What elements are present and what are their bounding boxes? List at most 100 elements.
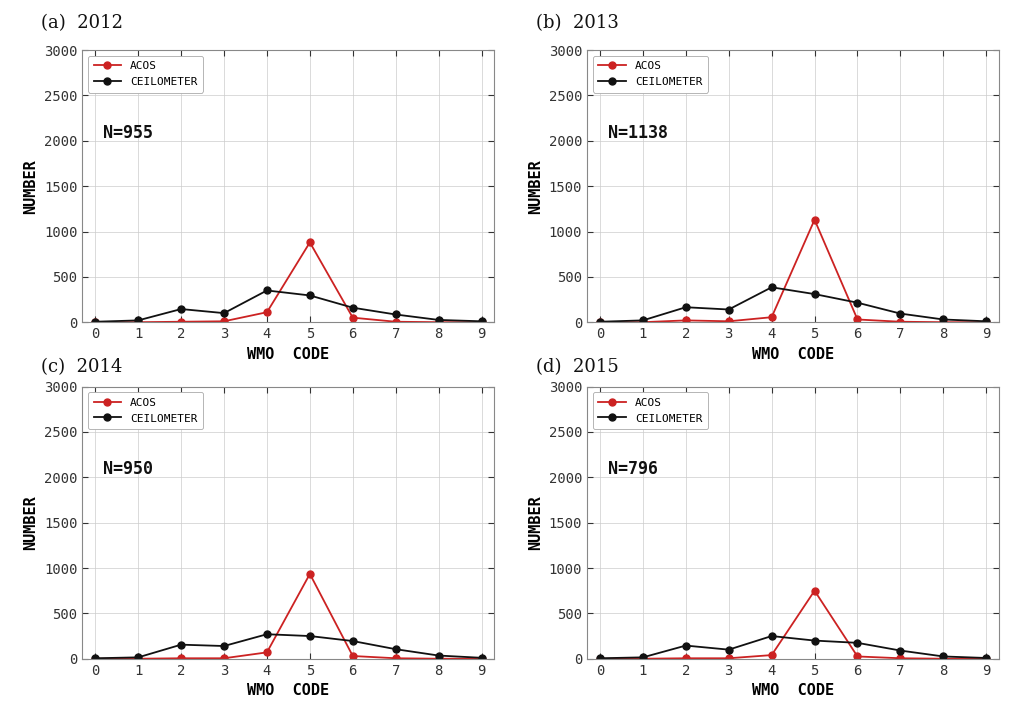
Text: (c)  2014: (c) 2014 xyxy=(41,358,123,376)
ACOS xyxy=(175,654,187,662)
CEILOMETER xyxy=(389,645,402,654)
Y-axis label: NUMBER: NUMBER xyxy=(24,159,38,213)
CEILOMETER xyxy=(851,639,863,647)
ACOS xyxy=(637,318,649,326)
CEILOMETER xyxy=(261,286,273,295)
CEILOMETER xyxy=(475,317,488,326)
Text: (d)  2015: (d) 2015 xyxy=(536,358,618,376)
Line: CEILOMETER: CEILOMETER xyxy=(596,632,990,662)
Y-axis label: NUMBER: NUMBER xyxy=(24,495,38,550)
ACOS xyxy=(389,654,402,662)
ACOS xyxy=(637,654,649,663)
ACOS xyxy=(593,654,606,663)
ACOS xyxy=(218,654,231,662)
CEILOMETER xyxy=(261,630,273,639)
CEILOMETER xyxy=(894,647,906,655)
Legend: ACOS, CEILOMETER: ACOS, CEILOMETER xyxy=(592,56,708,92)
ACOS xyxy=(980,318,992,326)
Text: (a)  2012: (a) 2012 xyxy=(41,14,124,32)
ACOS xyxy=(809,586,821,595)
CEILOMETER xyxy=(809,290,821,299)
Text: N=796: N=796 xyxy=(608,460,658,478)
ACOS xyxy=(809,216,821,224)
ACOS xyxy=(894,654,906,662)
Line: CEILOMETER: CEILOMETER xyxy=(596,284,990,325)
CEILOMETER xyxy=(980,317,992,326)
Legend: ACOS, CEILOMETER: ACOS, CEILOMETER xyxy=(88,56,203,92)
Y-axis label: NUMBER: NUMBER xyxy=(528,495,543,550)
CEILOMETER xyxy=(346,637,358,645)
ACOS xyxy=(89,318,101,326)
CEILOMETER xyxy=(765,283,778,291)
CEILOMETER xyxy=(593,317,606,326)
Text: N=955: N=955 xyxy=(103,124,153,142)
ACOS xyxy=(175,317,187,326)
ACOS xyxy=(346,314,358,322)
ACOS xyxy=(346,652,358,660)
CEILOMETER xyxy=(89,654,101,662)
CEILOMETER xyxy=(175,640,187,649)
Legend: ACOS, CEILOMETER: ACOS, CEILOMETER xyxy=(592,392,708,429)
Line: ACOS: ACOS xyxy=(596,587,990,662)
Line: ACOS: ACOS xyxy=(596,216,990,326)
CEILOMETER xyxy=(346,304,358,312)
CEILOMETER xyxy=(937,652,950,661)
ACOS xyxy=(937,654,950,663)
CEILOMETER xyxy=(132,316,144,324)
CEILOMETER xyxy=(433,316,445,324)
CEILOMETER xyxy=(722,645,734,654)
X-axis label: WMO  CODE: WMO CODE xyxy=(752,683,834,698)
Legend: ACOS, CEILOMETER: ACOS, CEILOMETER xyxy=(88,392,203,429)
CEILOMETER xyxy=(218,309,231,317)
ACOS xyxy=(680,654,692,662)
CEILOMETER xyxy=(304,291,316,300)
Line: CEILOMETER: CEILOMETER xyxy=(92,631,485,662)
ACOS xyxy=(89,654,101,663)
ACOS xyxy=(851,315,863,324)
ACOS xyxy=(722,654,734,662)
ACOS xyxy=(851,652,863,661)
CEILOMETER xyxy=(475,654,488,662)
CEILOMETER xyxy=(132,653,144,662)
ACOS xyxy=(132,318,144,326)
Line: ACOS: ACOS xyxy=(92,571,485,662)
CEILOMETER xyxy=(722,305,734,314)
ACOS xyxy=(433,654,445,663)
Text: N=1138: N=1138 xyxy=(608,124,667,142)
ACOS xyxy=(304,238,316,247)
CEILOMETER xyxy=(389,310,402,319)
CEILOMETER xyxy=(175,305,187,314)
CEILOMETER xyxy=(89,317,101,326)
CEILOMETER xyxy=(809,637,821,645)
CEILOMETER xyxy=(593,654,606,662)
ACOS xyxy=(937,318,950,326)
CEILOMETER xyxy=(765,632,778,640)
CEILOMETER xyxy=(433,652,445,660)
CEILOMETER xyxy=(894,309,906,318)
CEILOMETER xyxy=(218,642,231,650)
CEILOMETER xyxy=(680,642,692,650)
CEILOMETER xyxy=(980,654,992,662)
ACOS xyxy=(304,570,316,579)
ACOS xyxy=(132,654,144,663)
ACOS xyxy=(218,317,231,326)
ACOS xyxy=(894,317,906,326)
ACOS xyxy=(765,313,778,321)
CEILOMETER xyxy=(637,316,649,324)
ACOS xyxy=(261,308,273,316)
ACOS xyxy=(765,651,778,659)
ACOS xyxy=(722,317,734,326)
X-axis label: WMO  CODE: WMO CODE xyxy=(247,683,330,698)
Line: ACOS: ACOS xyxy=(92,239,485,326)
X-axis label: WMO  CODE: WMO CODE xyxy=(752,347,834,362)
ACOS xyxy=(475,318,488,326)
ACOS xyxy=(980,654,992,663)
Y-axis label: NUMBER: NUMBER xyxy=(528,159,543,213)
ACOS xyxy=(593,318,606,326)
Text: (b)  2013: (b) 2013 xyxy=(536,14,618,32)
X-axis label: WMO  CODE: WMO CODE xyxy=(247,347,330,362)
ACOS xyxy=(261,648,273,657)
ACOS xyxy=(389,317,402,326)
CEILOMETER xyxy=(680,303,692,311)
ACOS xyxy=(680,316,692,324)
